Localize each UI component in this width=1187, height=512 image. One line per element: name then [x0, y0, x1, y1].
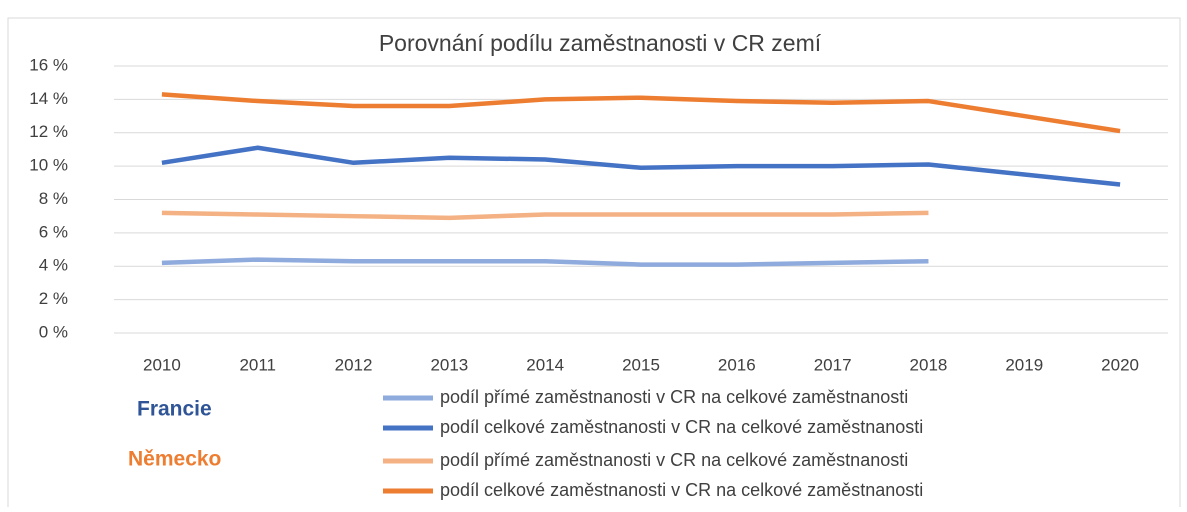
series-line	[161, 145, 1121, 187]
series-line	[161, 257, 929, 267]
y-tick-label: 8 %	[39, 189, 68, 208]
y-tick-label: 4 %	[39, 256, 68, 275]
x-tick-label: 2013	[430, 355, 468, 374]
annotation: Německo	[128, 448, 221, 471]
y-tick-label: 12 %	[29, 122, 68, 141]
x-tick-label: 2017	[814, 355, 852, 374]
y-tick-label: 0 %	[39, 322, 68, 341]
annotation: Francie	[137, 398, 212, 421]
chart-title: Porovnání podílu zaměstnanosti v CR zemí	[379, 30, 822, 56]
series-line	[161, 210, 929, 221]
y-tick-label: 14 %	[29, 89, 68, 108]
x-tick-label: 2014	[526, 355, 564, 374]
legend-label: podíl přímé zaměstnanosti v CR na celkov…	[440, 450, 908, 470]
x-tick-label: 2012	[335, 355, 373, 374]
x-tick-label: 2015	[622, 355, 660, 374]
y-tick-label: 2 %	[39, 289, 68, 308]
legend-label: podíl přímé zaměstnanosti v CR na celkov…	[440, 387, 908, 407]
legend-label: podíl celkové zaměstnanosti v CR na celk…	[440, 417, 923, 437]
x-tick-label: 2011	[239, 355, 276, 374]
x-tick-label: 2010	[143, 355, 181, 374]
y-tick-label: 10 %	[29, 156, 68, 175]
y-tick-label: 16 %	[29, 55, 68, 74]
x-tick-label: 2020	[1101, 355, 1139, 374]
series-line	[161, 92, 1121, 134]
y-tick-label: 6 %	[39, 222, 68, 241]
x-tick-label: 2016	[718, 355, 756, 374]
x-tick-label: 2019	[1005, 355, 1043, 374]
legend-label: podíl celkové zaměstnanosti v CR na celk…	[440, 480, 923, 500]
x-tick-label: 2018	[910, 355, 948, 374]
